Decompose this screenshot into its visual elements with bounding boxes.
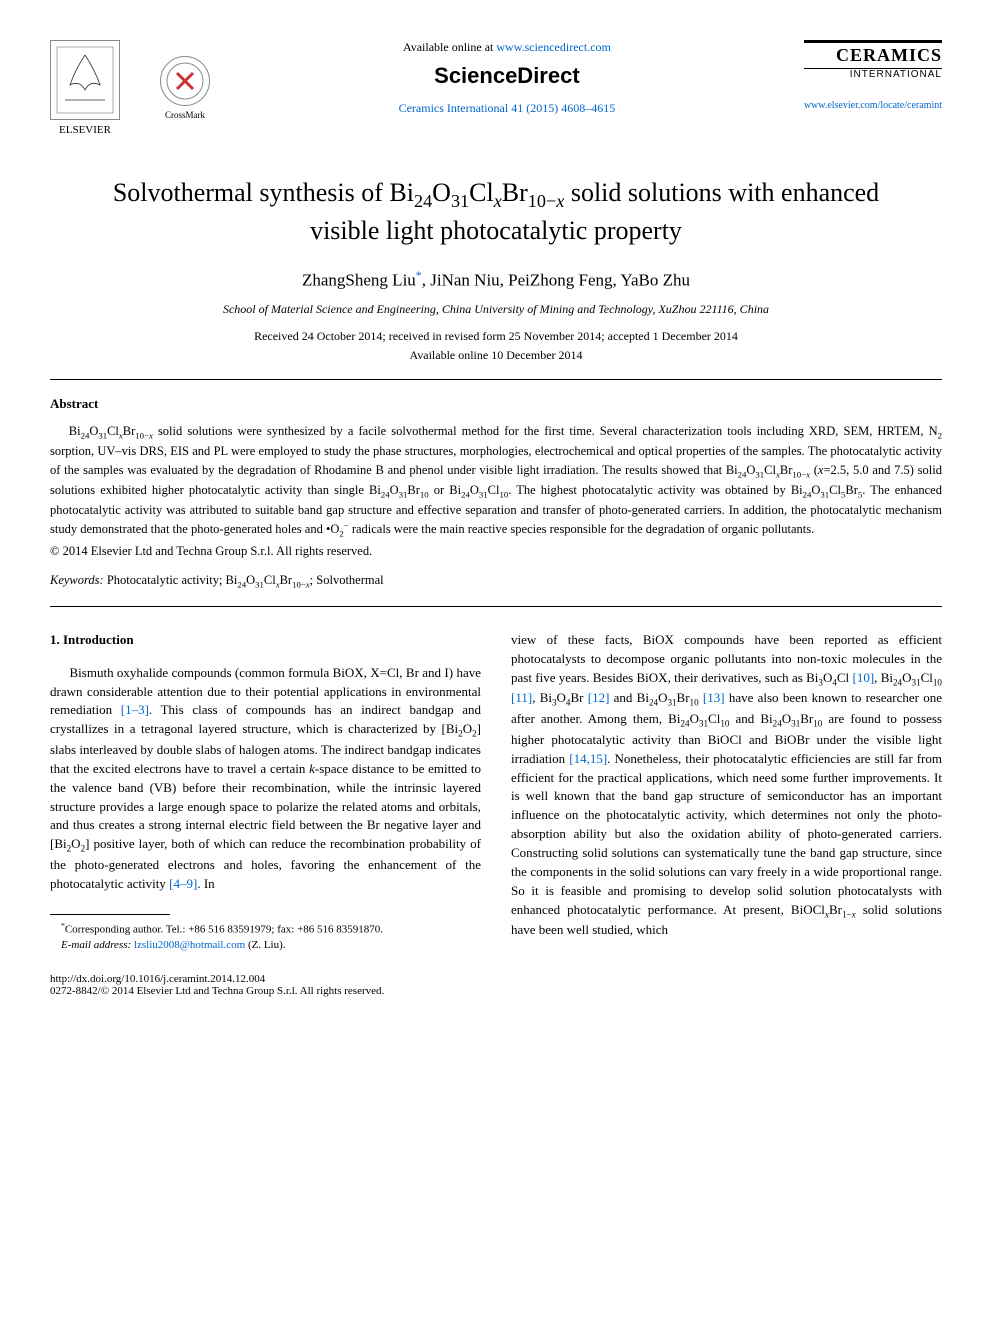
issn-copyright: 0272-8842/© 2014 Elsevier Ltd and Techna…: [50, 985, 942, 997]
elsevier-block: ELSEVIER: [50, 40, 120, 136]
email-suffix: (Z. Liu).: [245, 939, 285, 951]
journal-title: CERAMICS: [804, 40, 942, 69]
intro-paragraph-1: Bismuth oxyhalide compounds (common form…: [50, 664, 481, 894]
divider: [50, 606, 942, 607]
keywords-line: Keywords: Photocatalytic activity; Bi24O…: [50, 573, 942, 590]
email-address[interactable]: lzsliu2008@hotmail.com: [134, 939, 245, 951]
header-right: CERAMICS INTERNATIONAL www.elsevier.com/…: [804, 40, 942, 111]
header-left: ELSEVIER CrossMark: [50, 40, 210, 136]
column-left: 1. Introduction Bismuth oxyhalide compou…: [50, 631, 481, 953]
affiliation: School of Material Science and Engineeri…: [50, 302, 942, 317]
header-center: Available online at www.sciencedirect.co…: [210, 40, 804, 116]
authors-list: ZhangSheng Liu*, JiNan Niu, PeiZhong Fen…: [50, 268, 942, 291]
doi-block: http://dx.doi.org/10.1016/j.ceramint.201…: [50, 973, 942, 997]
email-line: E-mail address: lzsliu2008@hotmail.com (…: [50, 938, 481, 953]
crossmark-icon[interactable]: [160, 56, 210, 106]
article-title: Solvothermal synthesis of Bi24O31ClxBr10…: [90, 176, 902, 248]
section-heading-intro: 1. Introduction: [50, 631, 481, 650]
divider: [50, 379, 942, 380]
available-date: Available online 10 December 2014: [50, 348, 942, 363]
sciencedirect-logo: ScienceDirect: [230, 63, 784, 89]
journal-homepage-url[interactable]: www.elsevier.com/locate/ceramint: [804, 100, 942, 111]
email-label: E-mail address:: [61, 939, 134, 951]
crossmark-label: CrossMark: [160, 110, 210, 120]
abstract-copyright: © 2014 Elsevier Ltd and Techna Group S.r…: [50, 544, 942, 559]
doi-url[interactable]: http://dx.doi.org/10.1016/j.ceramint.201…: [50, 973, 942, 985]
journal-citation[interactable]: Ceramics International 41 (2015) 4608–46…: [230, 101, 784, 116]
elsevier-tree-icon: [50, 40, 120, 120]
keywords-text: Photocatalytic activity; Bi24O31ClxBr10−…: [104, 573, 384, 587]
abstract-body: Bi24O31ClxBr10−x solid solutions were sy…: [50, 422, 942, 540]
available-prefix: Available online at: [403, 40, 496, 54]
sciencedirect-url[interactable]: www.sciencedirect.com: [496, 40, 611, 54]
journal-subtitle: INTERNATIONAL: [804, 69, 942, 80]
keywords-label: Keywords:: [50, 573, 104, 587]
available-online-text: Available online at www.sciencedirect.co…: [230, 40, 784, 55]
header: ELSEVIER CrossMark Available online at w…: [50, 40, 942, 136]
body-columns: 1. Introduction Bismuth oxyhalide compou…: [50, 631, 942, 953]
crossmark-block[interactable]: CrossMark: [160, 56, 210, 120]
received-dates: Received 24 October 2014; received in re…: [50, 329, 942, 344]
footnote-block: *Corresponding author. Tel.: +86 516 835…: [50, 921, 481, 953]
elsevier-label: ELSEVIER: [50, 124, 120, 136]
corresponding-author: *Corresponding author. Tel.: +86 516 835…: [50, 921, 481, 938]
column-right: view of these facts, BiOX compounds have…: [511, 631, 942, 953]
intro-paragraph-2: view of these facts, BiOX compounds have…: [511, 631, 942, 940]
abstract-paragraph: Bi24O31ClxBr10−x solid solutions were sy…: [50, 422, 942, 540]
footnote-separator: [50, 914, 170, 915]
abstract-heading: Abstract: [50, 396, 942, 412]
